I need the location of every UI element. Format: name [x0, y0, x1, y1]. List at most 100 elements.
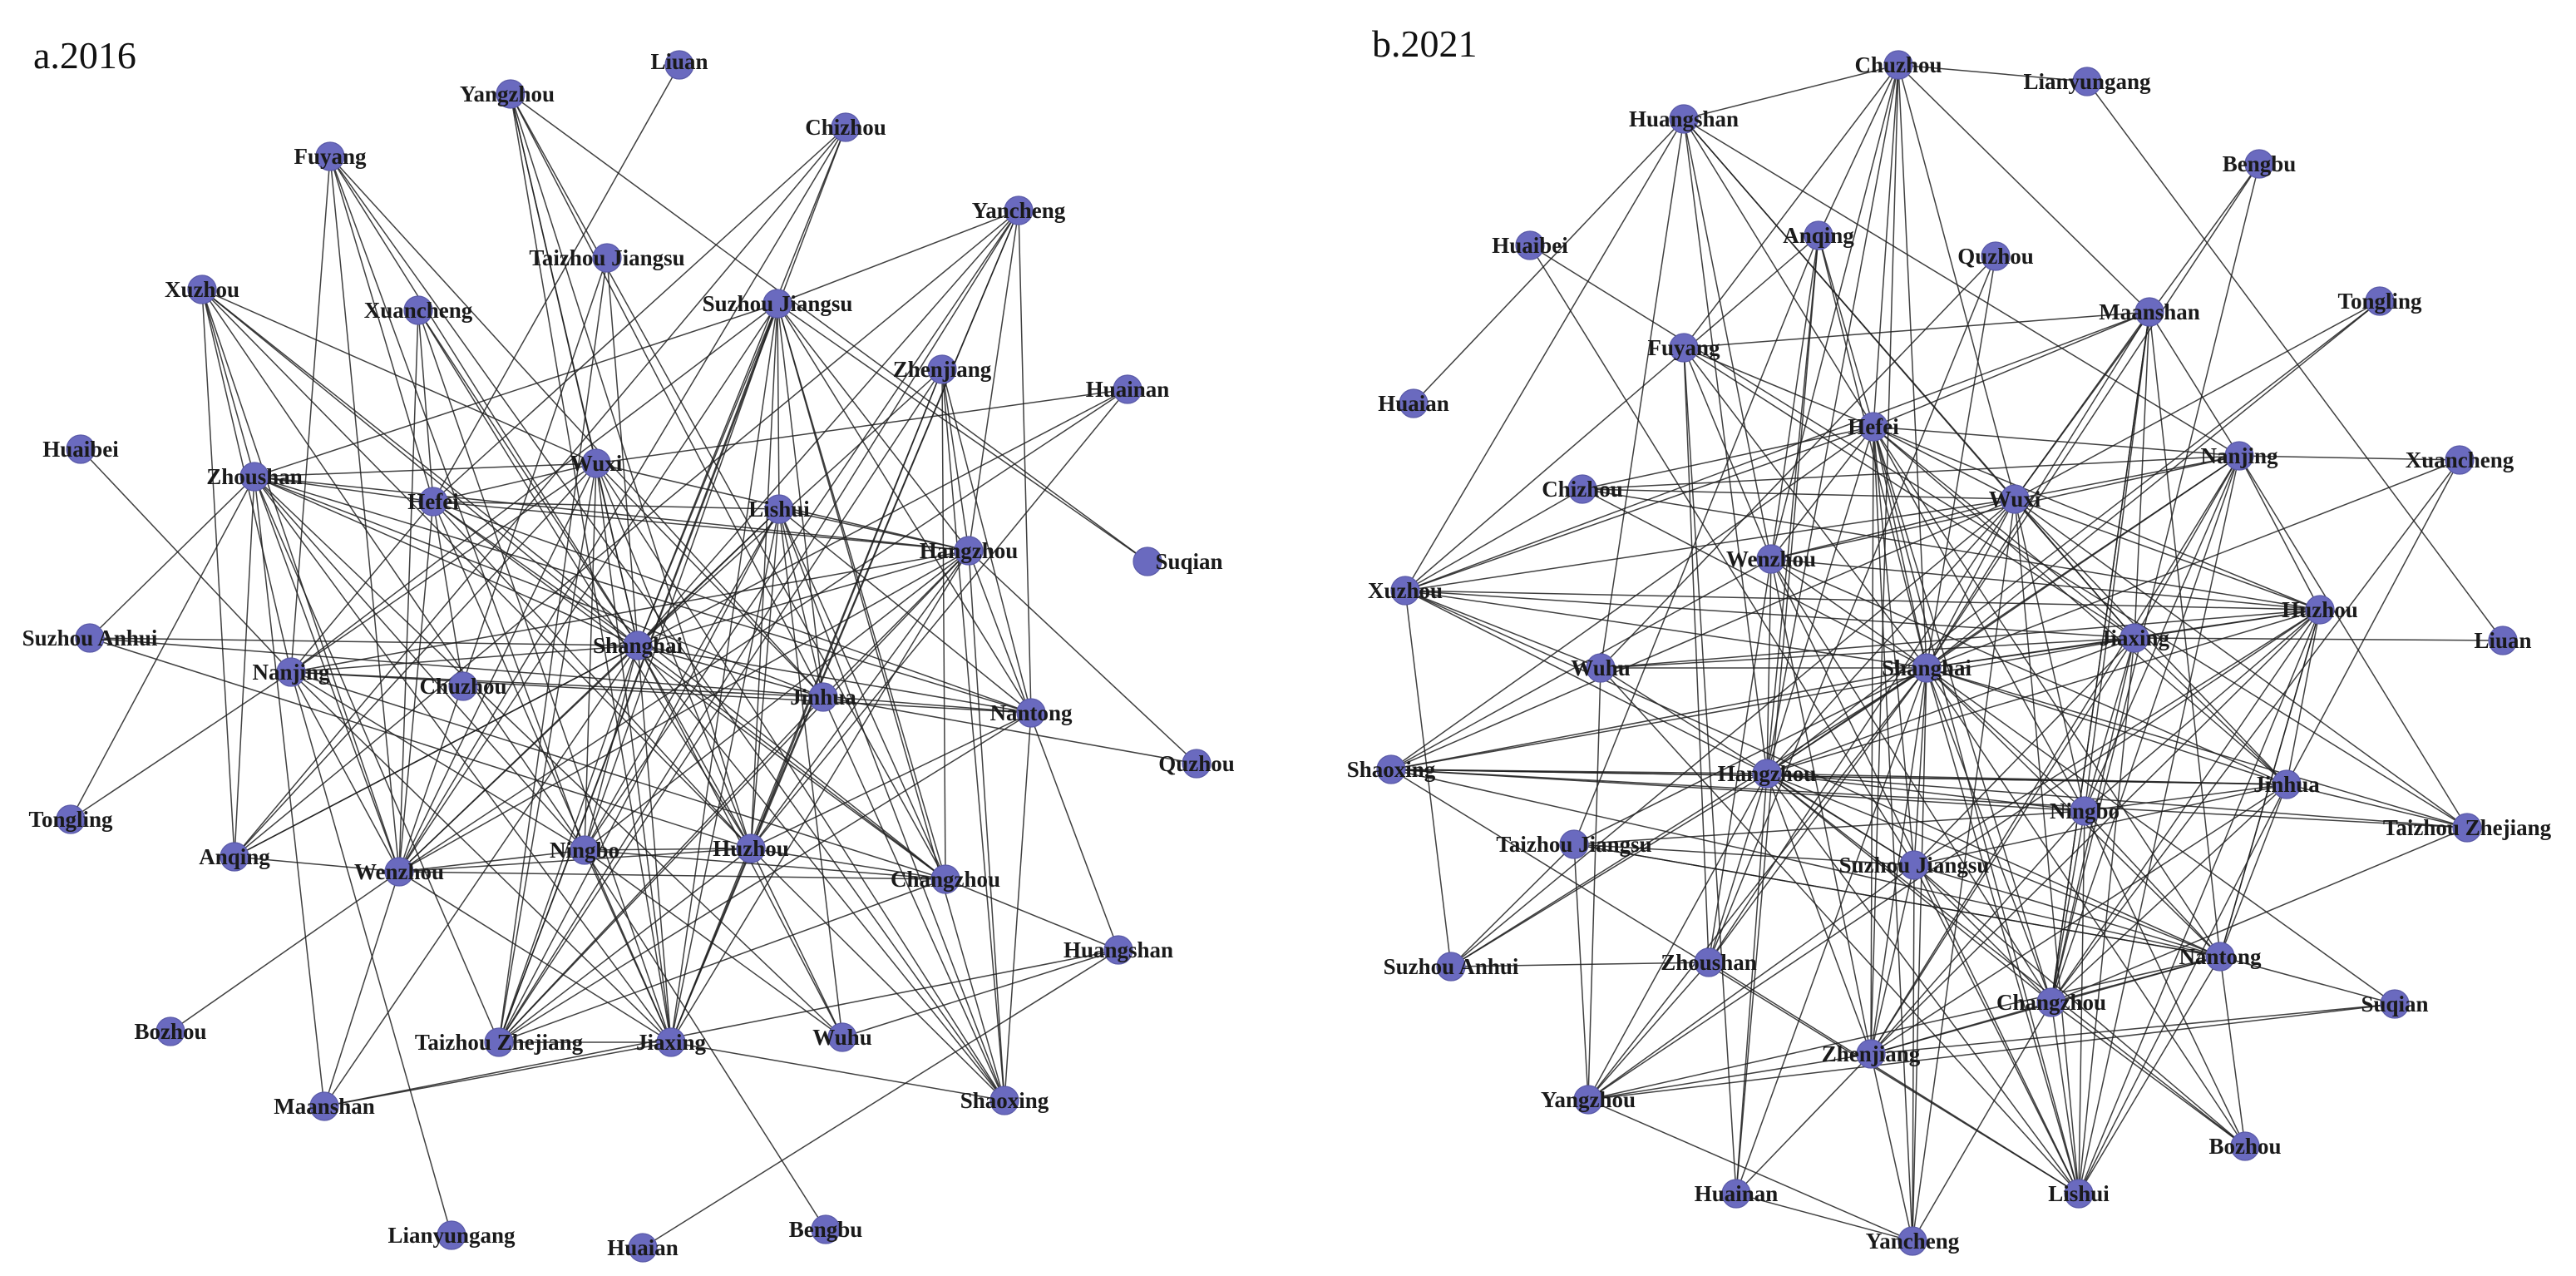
network-2016-node-circle [1103, 935, 1133, 965]
network-2016-node-lianyungang: Lianyungang [387, 1220, 516, 1250]
network-2021-edge [2219, 956, 2396, 1005]
network-2016-edge [595, 462, 672, 1043]
network-2016-node-label: Xuzhou [165, 277, 239, 302]
network-2016-node-label: Huangshan [1063, 937, 1173, 962]
network-2021-edge [1818, 64, 1899, 236]
network-2016-edge [398, 550, 970, 873]
network-2021-edge [2014, 300, 2381, 500]
network-2021-edge [1926, 667, 2396, 1005]
network-2021-edge [1926, 667, 2085, 812]
network-2016-node-circle [664, 50, 694, 80]
network-2021-edge [1873, 426, 2287, 785]
network-2021-node-label: Fuyang [1647, 335, 1720, 360]
network-2016-node-label: Nanjing [252, 660, 330, 685]
network-2021-edge [1587, 1099, 1913, 1242]
network-2021-node-circle [1567, 474, 1597, 504]
network-2021-edge [1708, 255, 1996, 963]
network-2021-edge [1587, 667, 1927, 1100]
network-2021-edge [1770, 558, 2052, 1003]
network-2016-node-label: Huzhou [713, 836, 789, 861]
network-2016-node-circle [418, 487, 448, 517]
network-2021-edge [1897, 64, 2150, 313]
network-2021-node-bengbu: Bengbu [2223, 149, 2296, 179]
network-2016-edge [778, 508, 1032, 714]
network-2016-node-circle [220, 842, 249, 872]
network-2016-node-huangshan: Huangshan [1063, 935, 1173, 965]
network-2016-node-circle [56, 804, 86, 834]
network-2021-edge [1870, 864, 1915, 1055]
network-2021-edge [1573, 667, 1927, 845]
network-2016-edge [584, 508, 780, 851]
network-2021-node-label: Taizhou Zhejiang [2383, 815, 2552, 840]
network-2021-edge [1390, 498, 2016, 770]
network-2016-node-label: Yancheng [972, 198, 1066, 223]
network-2021-node-taizhou-zhejiang: Taizhou Zhejiang [2383, 813, 2552, 843]
network-2016-edge [170, 871, 400, 1032]
network-2021-node-circle [2452, 813, 2482, 843]
network-2016-node-jinhua: Jinhua [790, 682, 856, 712]
network-2016-node-yangzhou: Yangzhou [460, 79, 555, 109]
network-2021-edge [1766, 773, 2085, 812]
network-2021-node-tongling: Tongling [2337, 286, 2422, 316]
network-2021-edge [2238, 455, 2460, 461]
network-2016-node-circle [811, 1214, 841, 1244]
network-2021-edge [2014, 498, 2468, 828]
network-2016-node-taizhou-jiangsu: Taizhou Jiangsu [529, 243, 685, 273]
network-2016-edge [510, 93, 597, 464]
network-2021-edge [1390, 769, 2085, 812]
network-2021-edge [2286, 784, 2468, 828]
network-2016-edge [941, 368, 1032, 714]
network-2016-node-circle [437, 1220, 466, 1250]
network-2021-node-label: Suzhou Jiangsu [1839, 853, 1990, 878]
network-2016-node-circle [1182, 749, 1212, 779]
network-2016-edge [234, 462, 597, 858]
network-2021-edge [1450, 962, 1710, 967]
network-2016-node-circle [762, 289, 792, 319]
network-2016-node-label: Xuancheng [364, 298, 473, 323]
network-2016-edge [584, 848, 752, 851]
network-2016-edge [398, 871, 672, 1043]
network-2016-node-circle [155, 1016, 185, 1046]
network-2021-node-circle [2244, 149, 2274, 179]
network-2021-edge [2050, 827, 2468, 1003]
network-2016-node-circle [276, 657, 306, 687]
network-2021-node-hangzhou: Hangzhou [1718, 759, 1816, 789]
network-2021-node-wenzhou: Wenzhou [1726, 544, 1816, 574]
network-2016-node-circle [930, 864, 960, 894]
network-2016-node-jiaxing: Jiaxing [636, 1027, 707, 1057]
network-2016-edge [498, 848, 752, 1043]
network-2021-edge [1770, 558, 1927, 669]
network-2016-node-circle [496, 79, 526, 109]
network-2016-node-taizhou-zhejiang: Taizhou Zhejiang [415, 1027, 584, 1057]
network-2021-node-circle [1912, 653, 1942, 683]
network-2016-node-label: Nantong [989, 700, 1073, 725]
network-2016-edge [254, 303, 778, 477]
network-2016-edge [432, 501, 780, 510]
network-2016-node-shanghai: Shanghai [593, 631, 683, 660]
network-2016-node-circle [954, 536, 984, 566]
network-2016-node-circle [827, 1022, 857, 1052]
network-2021-node-circle [2365, 286, 2395, 316]
network-2016-edge [670, 368, 943, 1043]
network-2021-edge [1582, 488, 2321, 611]
network-2021-node-circle [2070, 796, 2100, 826]
network-2016-node-label: Jiaxing [636, 1030, 707, 1055]
network-2016-node-liuan: Liuan [650, 49, 708, 80]
network-2016-edge [637, 210, 1019, 646]
network-2016-node-label: Shaoxing [960, 1088, 1049, 1113]
network-2016-edge [777, 303, 780, 510]
network-2016-edge [777, 303, 970, 551]
network-2021-edge [1818, 235, 1874, 428]
network-2021-node-label: Yangzhou [1541, 1087, 1636, 1112]
network-2016-edge [637, 645, 672, 1043]
network-2021-edge [1683, 347, 1927, 669]
network-2021-node-circle [1515, 230, 1545, 260]
network-2021-edge [1582, 488, 2016, 500]
network-2016-node-xuancheng: Xuancheng [364, 295, 473, 325]
network-2016-edge [201, 289, 235, 858]
network-2016-node-circle [764, 494, 794, 524]
network-2021-edge [1766, 426, 1874, 774]
network-2021-edge [1870, 1053, 1913, 1242]
network-2016-edge [498, 257, 608, 1043]
network-2021-edge [1683, 347, 1737, 1194]
